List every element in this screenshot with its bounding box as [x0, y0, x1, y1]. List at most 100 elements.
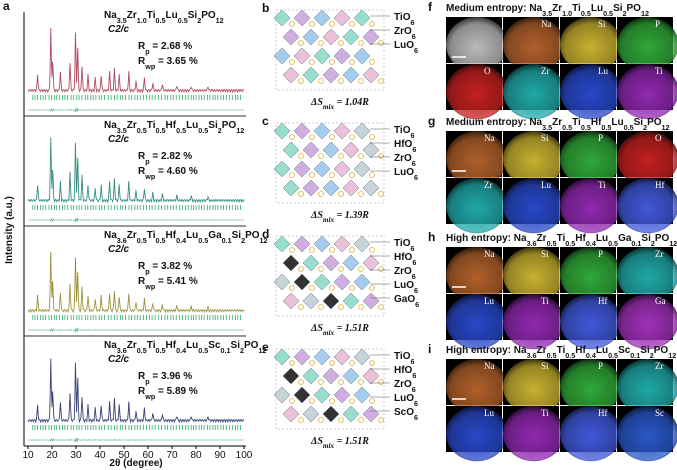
atom: [309, 59, 315, 65]
atom: [309, 247, 315, 253]
calc-curve: [27, 137, 245, 204]
element-label: Si: [541, 361, 549, 371]
atom: [358, 78, 364, 84]
r-p: Rp = 3.96 %: [138, 371, 192, 386]
map-signal: [617, 247, 677, 303]
map-signal: [503, 131, 565, 187]
polyhedron: [313, 9, 331, 27]
atom: [369, 360, 375, 366]
legend-label: LuO6: [394, 40, 418, 55]
map-signal: [446, 359, 508, 415]
obs-curve: [27, 358, 244, 423]
map-signal: [617, 294, 677, 350]
polyhedron: [342, 254, 360, 272]
atom: [318, 78, 324, 84]
r-p: Rp = 2.82 %: [138, 151, 192, 166]
atom: [289, 285, 295, 291]
atom: [378, 191, 384, 197]
element-label: Ti: [655, 66, 663, 76]
element-label: Ti: [541, 296, 549, 306]
atom: [349, 172, 355, 178]
polyhedron: [322, 179, 340, 197]
map-signal: [446, 64, 508, 120]
element-label: Si: [541, 249, 549, 259]
polyhedron: [313, 386, 331, 404]
polyhedron: [282, 367, 300, 385]
legend-label: ZrO6: [394, 379, 416, 394]
polyhedron: [353, 386, 371, 404]
bragg-ticks: [32, 425, 241, 430]
element-label: Na: [541, 19, 552, 29]
polyhedron: [322, 28, 340, 46]
map-signal: [503, 406, 565, 462]
polyhedron: [302, 367, 320, 385]
atom: [338, 266, 344, 272]
x-tick-label: 10: [22, 450, 34, 461]
element-label: Lu: [598, 66, 608, 76]
atom: [329, 172, 335, 178]
element-label: Hf: [598, 408, 608, 418]
atom: [369, 247, 375, 253]
polyhedron: [362, 405, 380, 423]
map-signal: [560, 131, 622, 187]
atom: [349, 59, 355, 65]
polyhedron: [282, 66, 300, 84]
obs-curve: [27, 28, 245, 93]
polyhedron: [273, 9, 291, 27]
map-signal: [560, 359, 622, 415]
atom: [338, 379, 344, 385]
r-wp: Rwp = 3.65 %: [138, 56, 198, 71]
atom: [358, 40, 364, 46]
atom: [358, 417, 364, 423]
polyhedron: [362, 179, 380, 197]
map-signal: [617, 64, 677, 120]
polyhedron: [273, 47, 291, 65]
atom: [289, 21, 295, 27]
panel-label: i: [428, 342, 431, 356]
map-signal: [560, 406, 622, 462]
formula: Na3.5Zr0.5Ti0.5Hf0.5Lu0.5Si2PO12: [104, 120, 244, 135]
polyhedron: [353, 235, 371, 253]
map-signal: [446, 16, 508, 73]
unit-cell: [275, 9, 385, 91]
polyhedron: [293, 122, 311, 140]
map-signal: [503, 294, 565, 350]
polyhedron: [282, 254, 300, 272]
polyhedron: [302, 405, 320, 423]
legend-label: TiO6: [394, 238, 414, 253]
legend-label: TiO6: [394, 351, 414, 366]
element-label: Si: [541, 133, 549, 143]
element-label: Lu: [484, 296, 494, 306]
polyhedron: [273, 235, 291, 253]
element-label: Ti: [541, 408, 549, 418]
polyhedron: [342, 66, 360, 84]
atom: [358, 266, 364, 272]
atom: [378, 153, 384, 159]
polyhedron: [282, 141, 300, 159]
legend-label: LuO6: [394, 280, 418, 295]
atom: [309, 21, 315, 27]
element-label: Zr: [655, 361, 664, 371]
element-label: Zr: [484, 180, 493, 190]
polyhedron: [322, 405, 340, 423]
atom: [318, 304, 324, 310]
formula: Na3.6Zr0.5Ti0.5Hf0.4Lu0.5Sc0.1Si2PO12: [104, 340, 266, 355]
polyhedron: [313, 273, 331, 291]
atom: [318, 266, 324, 272]
legend-label: ScO6: [394, 407, 418, 422]
map-signal: [446, 131, 508, 187]
atom: [338, 40, 344, 46]
map-signal: [503, 64, 565, 120]
atom: [369, 398, 375, 404]
polyhedron: [302, 254, 320, 272]
element-label: O: [484, 66, 491, 76]
map-title: High entropy: Na3.6Zr0.5Ti0.5Hf0.4Lu0.5S…: [446, 345, 676, 360]
map-signal: [503, 359, 565, 415]
map-signal: [446, 247, 508, 303]
space-group: C2/c: [108, 244, 130, 255]
diff-curve: [28, 107, 244, 113]
calc-curve: [27, 358, 244, 424]
map-signal: [503, 247, 565, 303]
entropy: ΔSmix = 1.51R: [310, 436, 369, 450]
